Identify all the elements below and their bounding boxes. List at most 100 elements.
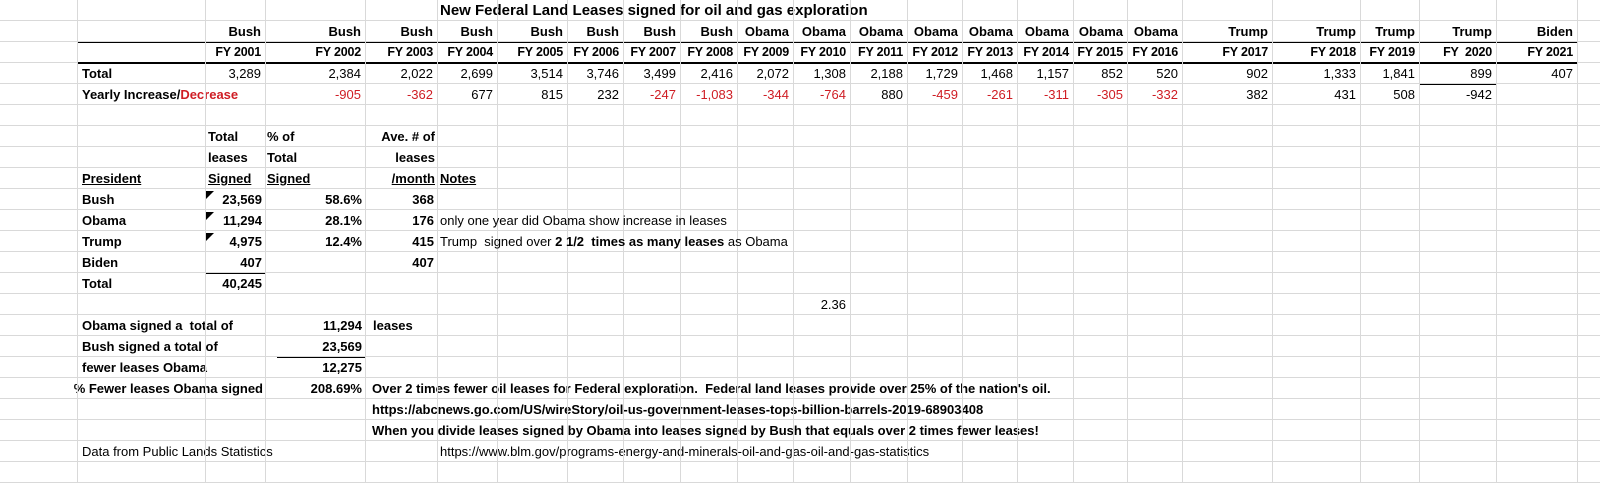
fy-total-cell[interactable]: 2,416 <box>700 66 733 81</box>
fy-total-cell[interactable]: 3,289 <box>228 66 261 81</box>
fy-year-cell[interactable]: FY 2008 <box>687 45 733 59</box>
fy-change-cell[interactable]: -311 <box>1043 87 1069 102</box>
fy-president-cell[interactable]: Trump <box>1452 24 1492 39</box>
fy-change-cell[interactable]: -905 <box>334 87 361 102</box>
fy-president-cell[interactable]: Trump <box>1375 24 1415 39</box>
fy-change-cell[interactable]: 431 <box>1334 87 1356 102</box>
summary-grand-total[interactable]: 40,245 <box>222 276 262 291</box>
fy-year-cell[interactable]: FY 2004 <box>447 45 493 59</box>
fy-year-cell[interactable]: FY 2001 <box>215 45 261 59</box>
fy-president-cell[interactable]: Obama <box>744 24 789 39</box>
fy-president-cell[interactable]: Bush <box>700 24 734 39</box>
fy-president-cell[interactable]: Obama <box>968 24 1013 39</box>
fy-president-cell[interactable]: Bush <box>643 24 677 39</box>
abcnews-url[interactable]: https://abcnews.go.com/US/wireStory/oil-… <box>372 402 984 417</box>
summary-pct-cell[interactable]: 12.4% <box>325 234 362 249</box>
total-row-label[interactable]: Total <box>82 66 113 81</box>
fy-change-cell[interactable]: 232 <box>597 87 619 102</box>
fy-total-cell[interactable]: 3,746 <box>586 66 619 81</box>
fy-president-cell[interactable]: Trump <box>1316 24 1356 39</box>
fy-change-cell[interactable]: 508 <box>1393 87 1415 102</box>
summary-president-cell[interactable]: Biden <box>82 255 119 270</box>
data-source-label[interactable]: Data from Public Lands Statistics <box>82 444 273 459</box>
fy-change-cell[interactable]: -261 <box>986 87 1013 102</box>
fy-year-cell[interactable]: FY 2020 <box>1443 45 1492 59</box>
calc-label-bush[interactable]: Bush signed a total of <box>82 339 218 354</box>
fy-year-cell[interactable]: FY 2017 <box>1222 45 1268 59</box>
fy-year-cell[interactable]: FY 2010 <box>800 45 846 59</box>
calc-value-pct-fewer[interactable]: 208.69% <box>310 381 362 396</box>
header-avg-3[interactable]: /month <box>391 171 435 186</box>
fy-change-cell[interactable]: -459 <box>931 87 958 102</box>
blm-url[interactable]: https://www.blm.gov/programs-energy-and-… <box>440 444 930 459</box>
fy-president-cell[interactable]: Biden <box>1536 24 1573 39</box>
fy-total-cell[interactable]: 2,072 <box>756 66 789 81</box>
fy-total-cell[interactable]: 1,729 <box>925 66 958 81</box>
calc-suffix-leases[interactable]: leases <box>373 318 413 333</box>
fy-year-cell[interactable]: FY 2016 <box>1132 45 1178 59</box>
header-avg-1[interactable]: Ave. # of <box>381 129 435 144</box>
summary-total-label[interactable]: Total <box>82 276 113 291</box>
fy-change-cell[interactable]: 677 <box>471 87 493 102</box>
commentary-line-1[interactable]: Over 2 times fewer oil leases for Federa… <box>372 381 1051 396</box>
header-total-3[interactable]: Signed <box>208 171 252 186</box>
fy-president-cell[interactable]: Obama <box>858 24 903 39</box>
header-pct-2[interactable]: Total <box>267 150 298 165</box>
yearly-row-label[interactable]: Yearly Increase/Decrease <box>82 84 238 105</box>
fy-total-cell[interactable]: 1,308 <box>813 66 846 81</box>
fy-year-cell[interactable]: FY 2012 <box>912 45 958 59</box>
fy-change-cell[interactable]: -942 <box>1465 87 1492 102</box>
fy-year-cell[interactable]: FY 2002 <box>315 45 361 59</box>
fy-president-cell[interactable]: Obama <box>913 24 958 39</box>
summary-avg-cell[interactable]: 407 <box>412 255 434 270</box>
summary-avg-cell[interactable]: 176 <box>412 213 434 228</box>
fy-year-cell[interactable]: FY 2009 <box>743 45 789 59</box>
fy-total-cell[interactable]: 1,468 <box>980 66 1013 81</box>
fy-year-cell[interactable]: FY 2014 <box>1023 45 1069 59</box>
fy-president-cell[interactable]: Obama <box>801 24 846 39</box>
fy-year-cell[interactable]: FY 2018 <box>1310 45 1356 59</box>
fy-total-cell[interactable]: 2,022 <box>400 66 433 81</box>
header-pct-3[interactable]: Signed <box>267 171 311 186</box>
fy-year-cell[interactable]: FY 2011 <box>858 45 903 59</box>
fy-change-cell[interactable]: 815 <box>541 87 563 102</box>
fy-total-cell[interactable]: 2,188 <box>870 66 903 81</box>
fy-president-cell[interactable]: Obama <box>1078 24 1123 39</box>
fy-year-cell[interactable]: FY 2006 <box>573 45 619 59</box>
commentary-line-3[interactable]: When you divide leases signed by Obama i… <box>372 423 1039 438</box>
fy-change-cell[interactable]: -344 <box>762 87 789 102</box>
calc-value-fewer[interactable]: 12,275 <box>322 360 362 375</box>
fy-year-cell[interactable]: FY 2019 <box>1369 45 1415 59</box>
fy-change-cell[interactable]: -362 <box>406 87 433 102</box>
calc-value-obama[interactable]: 11,294 <box>322 318 362 333</box>
fy-year-cell[interactable]: FY 2013 <box>967 45 1013 59</box>
calc-label-pct-fewer[interactable]: % Fewer leases Obama signed <box>73 381 263 396</box>
fy-president-cell[interactable]: Bush <box>228 24 262 39</box>
fy-president-cell[interactable]: Bush <box>400 24 434 39</box>
fy-change-cell[interactable]: -332 <box>1151 87 1178 102</box>
header-avg-2[interactable]: leases <box>395 150 435 165</box>
header-president[interactable]: President <box>82 171 142 186</box>
fy-president-cell[interactable]: Obama <box>1024 24 1069 39</box>
fy-president-cell[interactable]: Bush <box>328 24 362 39</box>
fy-change-cell[interactable]: 382 <box>1246 87 1268 102</box>
header-pct-1[interactable]: % of <box>267 129 295 144</box>
summary-note-cell[interactable]: only one year did Obama show increase in… <box>440 213 727 228</box>
summary-total-cell[interactable]: 23,569 <box>222 192 262 207</box>
fy-president-cell[interactable]: Obama <box>1133 24 1178 39</box>
fy-total-cell[interactable]: 902 <box>1246 66 1268 81</box>
fy-total-cell[interactable]: 3,499 <box>643 66 676 81</box>
fy-total-cell[interactable]: 1,841 <box>1382 66 1415 81</box>
fy-president-cell[interactable]: Bush <box>586 24 620 39</box>
summary-total-cell[interactable]: 407 <box>240 255 262 270</box>
fy-total-cell[interactable]: 2,384 <box>328 66 361 81</box>
fy-president-cell[interactable]: Bush <box>530 24 564 39</box>
fy-change-cell[interactable]: -764 <box>819 87 846 102</box>
fy-president-cell[interactable]: Bush <box>460 24 494 39</box>
fy-year-cell[interactable]: FY 2003 <box>387 45 433 59</box>
fy-total-cell[interactable]: 520 <box>1156 66 1178 81</box>
summary-pct-cell[interactable]: 28.1% <box>325 213 362 228</box>
fy-total-cell[interactable]: 3,514 <box>530 66 563 81</box>
calc-label-obama[interactable]: Obama signed a total of <box>82 318 233 333</box>
header-total-1[interactable]: Total <box>208 129 239 144</box>
